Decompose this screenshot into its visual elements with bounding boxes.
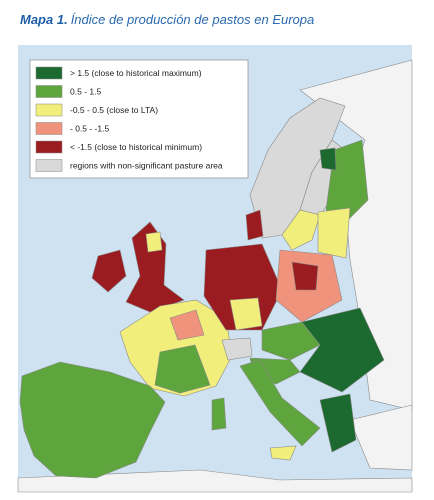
north-africa — [17, 469, 413, 493]
legend-label: > 1.5 (close to historical maximum) — [70, 68, 202, 78]
finland — [325, 139, 369, 227]
legend-swatch — [35, 122, 63, 135]
legend-swatch — [35, 66, 63, 80]
alps — [221, 337, 253, 361]
legend-box — [29, 59, 249, 179]
central-east — [261, 321, 321, 361]
ireland — [91, 249, 127, 293]
north-patch — [319, 147, 337, 171]
greece — [319, 393, 357, 453]
legend-label: -0.5 - 0.5 (close to LTA) — [70, 105, 158, 115]
legend-swatch — [35, 103, 63, 117]
figure-caption: Índice de producción de pastos en Europa — [71, 12, 315, 27]
scotland-patch — [145, 231, 163, 253]
germany-south — [229, 297, 263, 331]
figure-title: Mapa 1. Índice de producción de pastos en… — [20, 12, 314, 27]
turkey — [349, 404, 413, 471]
legend: > 1.5 (close to historical maximum) 0.5 -… — [35, 66, 223, 172]
iberia — [19, 361, 166, 479]
denmark — [245, 209, 264, 241]
figure-label: Mapa 1. — [20, 12, 68, 27]
great-britain — [125, 221, 185, 313]
france-north — [169, 309, 205, 341]
poland-center — [291, 261, 319, 291]
legend-swatch — [35, 140, 63, 154]
france-south — [154, 344, 211, 394]
romania — [299, 307, 385, 393]
sweden-south — [281, 209, 321, 251]
legend-label: regions with non-significant pasture are… — [70, 160, 223, 170]
legend-label: < -1.5 (close to historical minimum) — [70, 142, 202, 152]
legend-label: - 0.5 - -1.5 — [70, 123, 109, 133]
legend-label: 0.5 - 1.5 — [70, 86, 101, 96]
sardinia — [211, 397, 227, 431]
italy — [239, 359, 321, 447]
sicily — [269, 445, 297, 461]
legend-swatch — [35, 159, 63, 172]
legend-swatch — [35, 85, 63, 98]
baltics — [317, 207, 351, 259]
